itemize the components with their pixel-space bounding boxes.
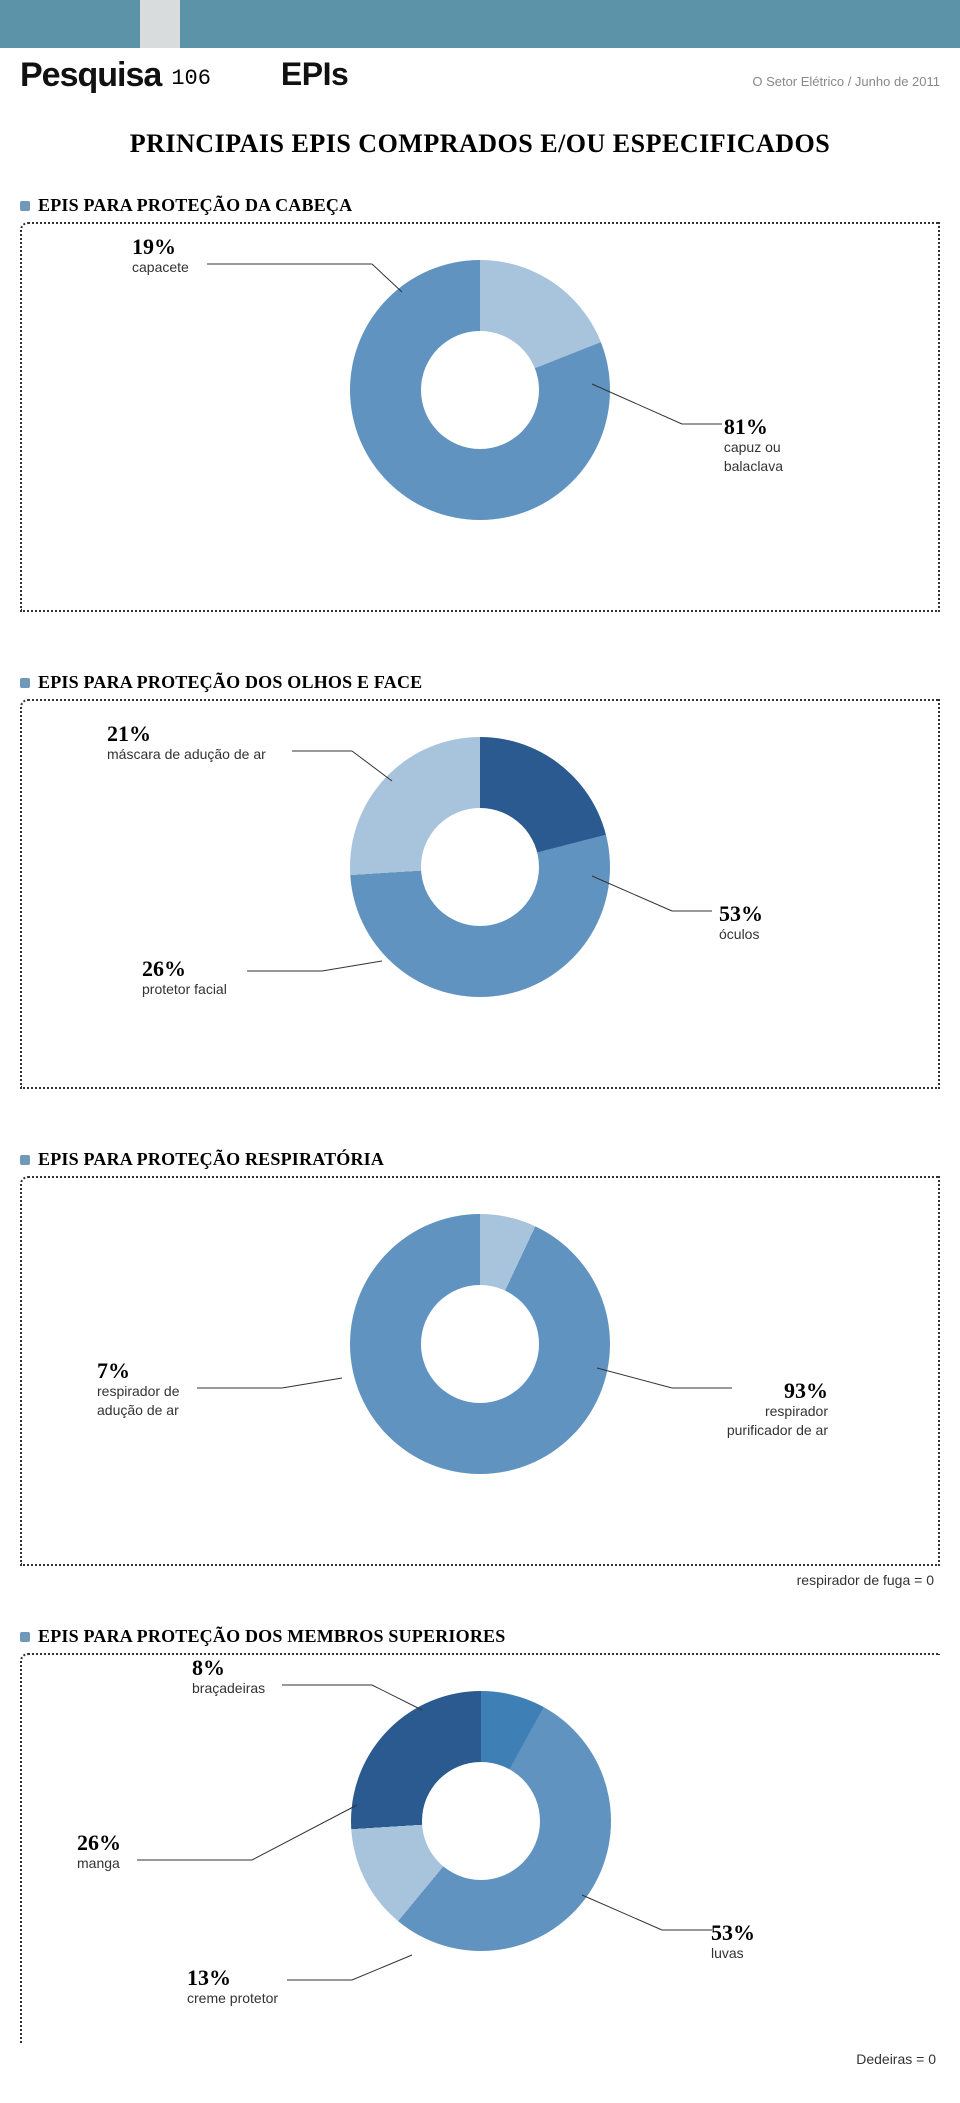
label-pct: 93% bbox=[727, 1378, 828, 1403]
sect-title: EPIS PARA PROTEÇÃO RESPIRATÓRIA bbox=[38, 1149, 384, 1170]
sect-head: EPIS PARA PROTEÇÃO DOS MEMBROS SUPERIORE… bbox=[20, 1626, 940, 1647]
header-tab bbox=[140, 0, 180, 48]
sect-title: EPIS PARA PROTEÇÃO DOS OLHOS E FACE bbox=[38, 672, 422, 693]
header-section-title: EPIs bbox=[281, 56, 348, 93]
bullet-icon bbox=[20, 201, 30, 211]
label-luvas: 53% luvas bbox=[711, 1920, 755, 1964]
label-txt: respirador deadução de ar bbox=[97, 1383, 180, 1417]
header-source: O Setor Elétrico / Junho de 2011 bbox=[752, 74, 940, 89]
header-pesquisa: Pesquisa bbox=[20, 56, 161, 95]
label-manga: 26% manga bbox=[77, 1830, 121, 1874]
bullet-icon bbox=[20, 1155, 30, 1165]
label-creme: 13% creme protetor bbox=[187, 1965, 278, 2009]
header-page-number: 106 bbox=[171, 66, 211, 91]
donut-hole bbox=[421, 808, 539, 926]
label-txt: creme protetor bbox=[187, 1990, 278, 2006]
label-txt: protetor facial bbox=[142, 981, 227, 997]
chart-box: 8% braçadeiras 26% manga 13% creme prote… bbox=[20, 1653, 940, 2043]
section-respiratoria: EPIS PARA PROTEÇÃO RESPIRATÓRIA 7% respi… bbox=[20, 1149, 940, 1566]
label-oculos: 53% óculos bbox=[719, 901, 763, 945]
label-pct: 26% bbox=[77, 1830, 121, 1855]
chart-box: 21% máscara de adução de ar 53% óculos 2… bbox=[20, 699, 940, 1089]
chart-box: 19% capacete 81% capuz oubalaclava bbox=[20, 222, 940, 612]
label-pct: 13% bbox=[187, 1965, 278, 1990]
label-pct: 53% bbox=[711, 1920, 755, 1945]
label-mascara: 21% máscara de adução de ar bbox=[107, 721, 266, 765]
label-txt: capuz oubalaclava bbox=[724, 439, 783, 473]
donut-resp bbox=[350, 1214, 610, 1474]
label-pct: 53% bbox=[719, 901, 763, 926]
top-bar bbox=[0, 0, 960, 48]
footnote: respirador de fuga = 0 bbox=[797, 1572, 934, 1588]
sect-head: EPIS PARA PROTEÇÃO DA CABEÇA bbox=[20, 195, 940, 216]
donut-cabeca bbox=[350, 260, 610, 520]
label-pct: 26% bbox=[142, 956, 227, 981]
section-membros-sup: EPIS PARA PROTEÇÃO DOS MEMBROS SUPERIORE… bbox=[20, 1626, 940, 2043]
label-txt: luvas bbox=[711, 1945, 744, 1961]
label-capuz: 81% capuz oubalaclava bbox=[724, 414, 783, 476]
label-bracadeiras: 8% braçadeiras bbox=[192, 1655, 265, 1699]
label-capacete: 19% capacete bbox=[132, 234, 189, 278]
donut-membros bbox=[351, 1691, 611, 1951]
sect-title: EPIS PARA PROTEÇÃO DOS MEMBROS SUPERIORE… bbox=[38, 1626, 505, 1647]
label-txt: óculos bbox=[719, 926, 759, 942]
donut-hole bbox=[422, 1762, 540, 1880]
label-pct: 7% bbox=[97, 1358, 180, 1383]
label-txt: braçadeiras bbox=[192, 1680, 265, 1696]
chart-box: 7% respirador deadução de ar 93% respira… bbox=[20, 1176, 940, 1566]
label-resp-purif: 93% respiradorpurificador de ar bbox=[727, 1378, 828, 1440]
sect-title: EPIS PARA PROTEÇÃO DA CABEÇA bbox=[38, 195, 352, 216]
label-pct: 19% bbox=[132, 234, 189, 259]
label-txt: capacete bbox=[132, 259, 189, 275]
label-pct: 21% bbox=[107, 721, 266, 746]
label-resp-aducao: 7% respirador deadução de ar bbox=[97, 1358, 180, 1420]
label-txt: manga bbox=[77, 1855, 120, 1871]
label-protetor: 26% protetor facial bbox=[142, 956, 227, 1000]
section-olhos-face: EPIS PARA PROTEÇÃO DOS OLHOS E FACE 21% … bbox=[20, 672, 940, 1089]
section-cabeca: EPIS PARA PROTEÇÃO DA CABEÇA 19% capacet… bbox=[20, 195, 940, 612]
sect-head: EPIS PARA PROTEÇÃO RESPIRATÓRIA bbox=[20, 1149, 940, 1170]
main-title: PRINCIPAIS EPIS COMPRADOS E/OU ESPECIFIC… bbox=[0, 101, 960, 195]
page-header: Pesquisa 106 EPIs O Setor Elétrico / Jun… bbox=[0, 48, 960, 105]
footnote: Dedeiras = 0 bbox=[856, 2051, 936, 2067]
donut-olhos bbox=[350, 737, 610, 997]
sect-head: EPIS PARA PROTEÇÃO DOS OLHOS E FACE bbox=[20, 672, 940, 693]
label-pct: 8% bbox=[192, 1655, 265, 1680]
label-txt: máscara de adução de ar bbox=[107, 746, 266, 762]
donut-hole bbox=[421, 331, 539, 449]
bullet-icon bbox=[20, 1632, 30, 1642]
label-pct: 81% bbox=[724, 414, 783, 439]
label-txt: respiradorpurificador de ar bbox=[727, 1403, 828, 1437]
donut-hole bbox=[421, 1285, 539, 1403]
bullet-icon bbox=[20, 678, 30, 688]
